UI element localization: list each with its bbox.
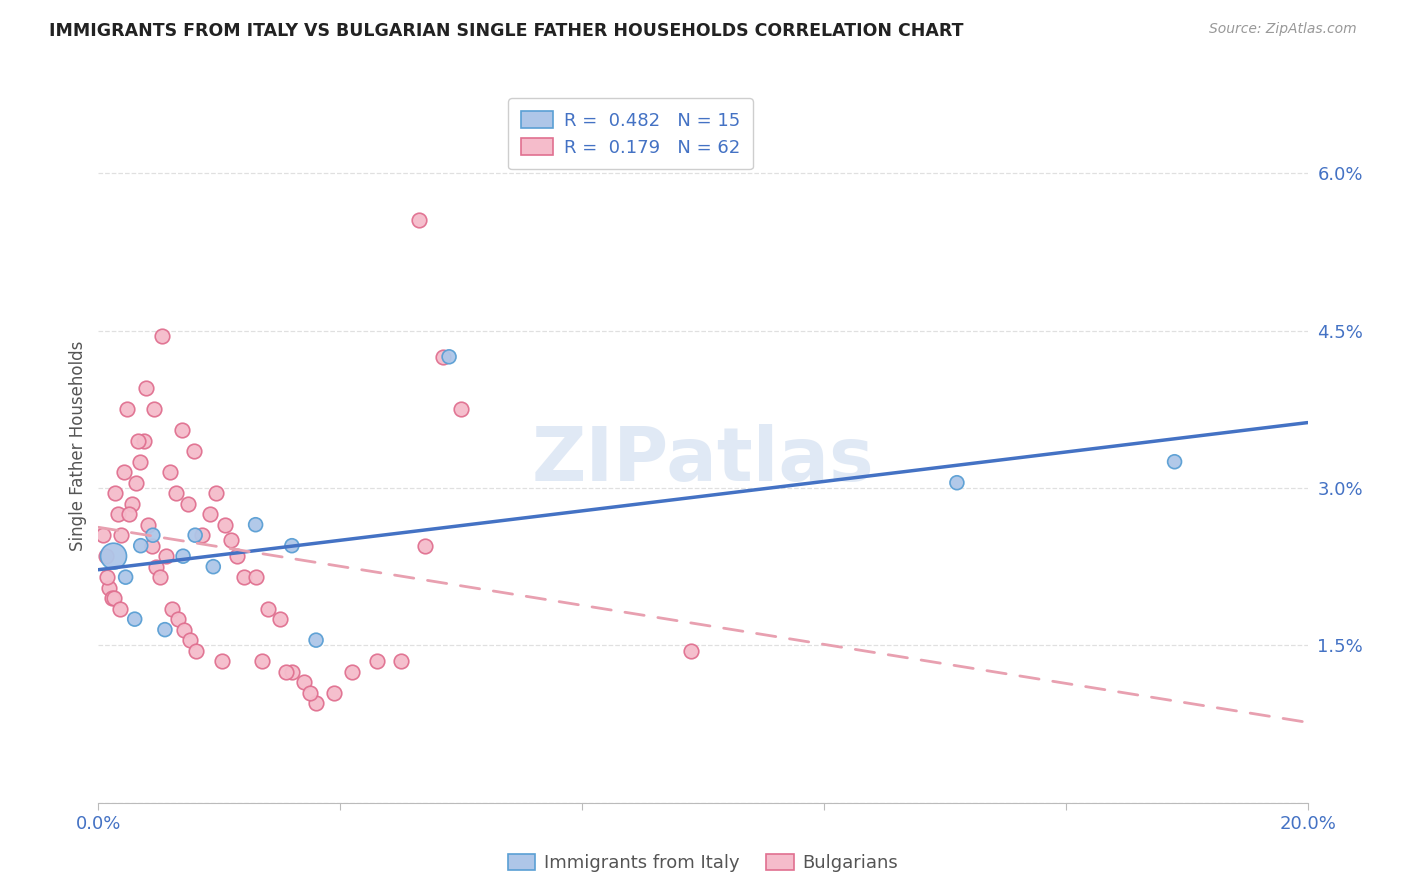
Point [269,612,291,626]
Point [342,665,364,679]
Point [450,402,472,417]
Point [245,570,267,584]
Point [145,559,167,574]
Point [128,455,150,469]
Point [186,643,208,657]
Point [1163,455,1185,469]
Point [153,623,176,637]
Point [149,570,172,584]
Point [104,486,127,500]
Point [226,549,249,564]
Point [221,533,243,548]
Point [136,517,159,532]
Point [305,696,328,710]
Point [127,434,149,448]
Point [184,528,207,542]
Point [437,350,460,364]
Point [389,654,412,668]
Point [214,517,236,532]
Point [124,612,146,626]
Point [159,465,181,479]
Point [183,444,205,458]
Text: ZIPatlas: ZIPatlas [531,424,875,497]
Point [142,528,165,542]
Point [103,591,125,606]
Point [160,601,183,615]
Point [211,654,233,668]
Point [323,685,346,699]
Text: Source: ZipAtlas.com: Source: ZipAtlas.com [1209,22,1357,37]
Point [946,475,969,490]
Point [112,465,135,479]
Point [256,601,278,615]
Legend: Immigrants from Italy, Bulgarians: Immigrants from Italy, Bulgarians [501,847,905,880]
Point [121,497,143,511]
Point [245,517,267,532]
Point [205,486,228,500]
Point [432,350,454,364]
Point [100,591,122,606]
Point [679,643,702,657]
Y-axis label: Single Father Households: Single Father Households [69,341,87,551]
Point [172,549,194,564]
Point [132,434,155,448]
Point [114,570,136,584]
Point [103,549,125,564]
Point [232,570,254,584]
Point [274,665,297,679]
Point [143,402,166,417]
Point [110,528,132,542]
Point [281,539,304,553]
Point [94,549,117,564]
Point [98,581,121,595]
Text: IMMIGRANTS FROM ITALY VS BULGARIAN SINGLE FATHER HOUSEHOLDS CORRELATION CHART: IMMIGRANTS FROM ITALY VS BULGARIAN SINGL… [49,22,963,40]
Point [281,665,304,679]
Point [200,507,222,521]
Point [150,328,173,343]
Point [191,528,214,542]
Point [250,654,273,668]
Point [125,475,148,490]
Point [202,559,225,574]
Point [366,654,388,668]
Point [292,675,315,690]
Point [167,612,190,626]
Point [170,423,193,437]
Point [117,402,139,417]
Point [107,507,129,521]
Point [91,528,114,542]
Point [155,549,177,564]
Point [118,507,141,521]
Point [141,539,163,553]
Point [305,633,328,648]
Point [179,633,201,648]
Point [177,497,200,511]
Point [408,213,430,227]
Point [165,486,187,500]
Point [96,570,118,584]
Point [135,381,157,395]
Point [108,601,131,615]
Point [413,539,436,553]
Point [129,539,152,553]
Point [173,623,195,637]
Point [299,685,322,699]
